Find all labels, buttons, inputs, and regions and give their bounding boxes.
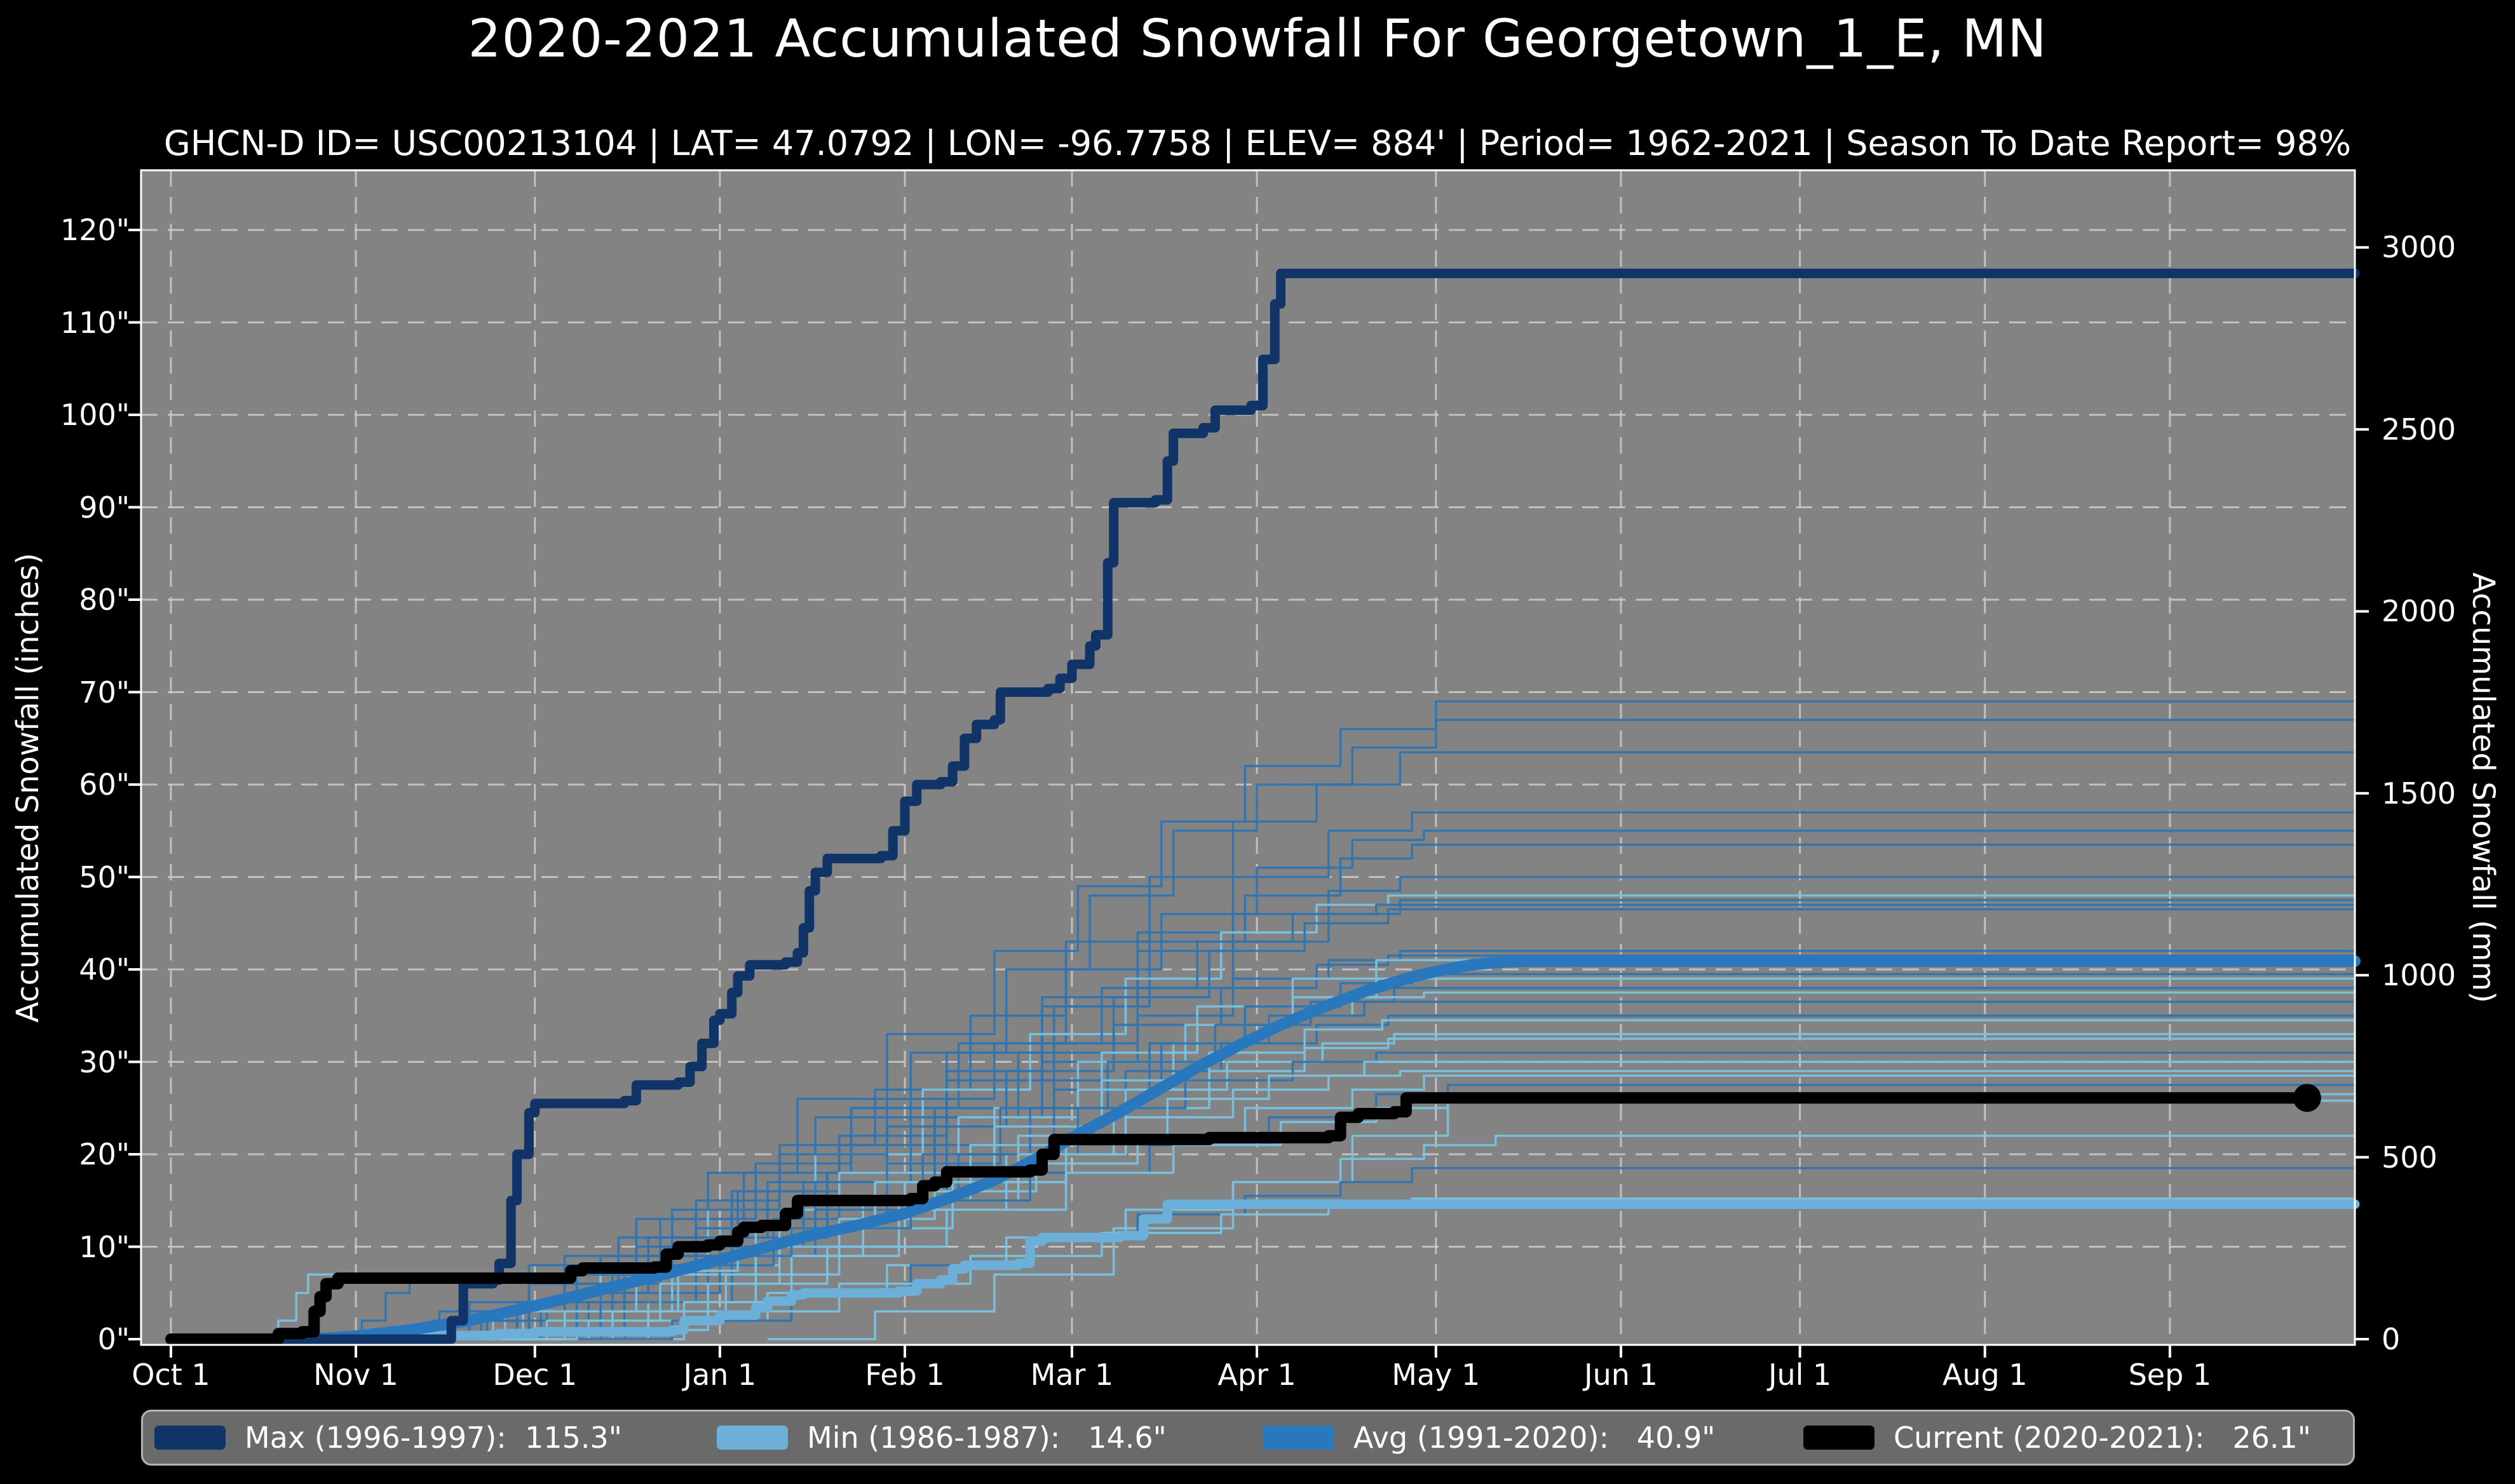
plot-background	[141, 170, 2355, 1345]
y-right-tick-label: 0	[2382, 1322, 2401, 1356]
y-right-tick-label: 1500	[2382, 776, 2457, 811]
y-left-tick-label: 30"	[79, 1044, 130, 1079]
legend-label: Min (1986-1987): 14.6"	[807, 1420, 1167, 1455]
y-left-tick-label: 40"	[79, 952, 130, 987]
y-left-tick-label: 90"	[79, 490, 130, 525]
legend-entry: Current (2020-2021): 26.1"	[1803, 1412, 2311, 1464]
legend-swatch	[1263, 1426, 1334, 1450]
legend-entry: Max (1996-1997): 115.3"	[154, 1412, 622, 1464]
y-right-tick-label: 2000	[2382, 594, 2457, 629]
y-right-tick-label: 1000	[2382, 958, 2457, 993]
series-current-line	[165, 1092, 2313, 1345]
legend-swatch	[1803, 1426, 1874, 1450]
chart-subtitle: GHCN-D ID= USC00213104 | LAT= 47.0792 | …	[163, 123, 2352, 163]
legend: Max (1996-1997): 115.3" Min (1986-1987): …	[141, 1410, 2355, 1466]
plot-area	[122, 151, 2374, 1383]
legend-label: Current (2020-2021): 26.1"	[1894, 1420, 2311, 1455]
x-tick-label: Nov 1	[313, 1358, 398, 1392]
legend-swatch	[717, 1426, 788, 1450]
x-tick-label: Apr 1	[1217, 1358, 1296, 1392]
y-right-tick-label: 3000	[2382, 230, 2457, 265]
x-tick-label: Mar 1	[1030, 1358, 1114, 1392]
plot-svg	[128, 169, 2369, 1358]
y-left-tick-label: 70"	[79, 675, 130, 710]
background-season-line	[499, 908, 2355, 1340]
y-left-tick-label: 120"	[60, 213, 130, 247]
background-season-line	[768, 1093, 2355, 1340]
y-left-tick-label: 10"	[79, 1229, 130, 1264]
y-left-tick-label: 100"	[60, 398, 130, 432]
legend-label: Avg (1991-2020): 40.9"	[1353, 1420, 1716, 1455]
x-tick-label: Aug 1	[1942, 1358, 2028, 1392]
x-tick-label: Sep 1	[2128, 1358, 2212, 1392]
y-right-tick-label: 500	[2382, 1140, 2437, 1175]
legend-swatch	[154, 1426, 226, 1450]
background-season-line	[541, 1135, 2355, 1340]
x-tick-label: May 1	[1392, 1358, 1481, 1392]
legend-entry: Min (1986-1987): 14.6"	[717, 1412, 1167, 1464]
series-max-line	[166, 268, 2360, 1344]
y-left-tick-label: 0"	[97, 1322, 130, 1356]
x-tick-label: Dec 1	[492, 1358, 578, 1392]
x-tick-label: Oct 1	[132, 1358, 210, 1392]
plot-spine	[140, 169, 2356, 1346]
legend-entry: Avg (1991-2020): 40.9"	[1263, 1412, 1715, 1464]
current-end-dot	[2293, 1084, 2321, 1112]
x-tick-label: Jun 1	[1584, 1358, 1658, 1392]
y-left-tick-label: 20"	[79, 1137, 130, 1171]
y-left-tick-label: 110"	[60, 305, 130, 340]
chart-title: 2020-2021 Accumulated Snowfall For Georg…	[468, 9, 2047, 69]
series-min-line	[166, 1199, 2360, 1344]
series-avg-line	[308, 955, 2361, 1345]
y-left-tick-label: 60"	[79, 767, 130, 802]
y-left-tick-label: 80"	[79, 583, 130, 617]
y-right-tick-label: 2500	[2382, 412, 2457, 447]
x-tick-label: Jul 1	[1768, 1358, 1832, 1392]
x-tick-label: Feb 1	[865, 1358, 945, 1392]
legend-label: Max (1996-1997): 115.3"	[245, 1420, 622, 1455]
x-tick-label: Jan 1	[683, 1358, 757, 1392]
y-left-tick-label: 50"	[79, 860, 130, 894]
